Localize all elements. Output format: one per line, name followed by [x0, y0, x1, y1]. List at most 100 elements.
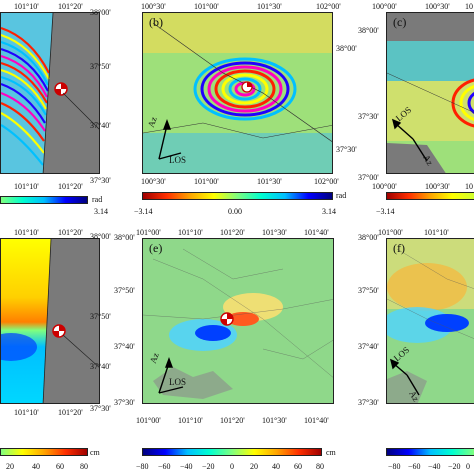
a-right-tick-3: 37°40'	[90, 121, 111, 130]
c-bottom-tick-3: 10	[465, 182, 473, 191]
d-right-tick-3: 37°40'	[90, 362, 111, 371]
b-colorbar-tick-1: −3.14	[134, 207, 153, 216]
f-los-arrows	[389, 358, 420, 396]
c-left-tick-3: 37°00'	[358, 173, 379, 182]
b-top-tick-4: 102°00'	[316, 2, 341, 11]
e-bottom-tick-4: 101°30'	[262, 416, 287, 425]
b-right-tick-1: 38°00'	[336, 44, 357, 53]
d-colorbar-tick-2: 40	[32, 462, 40, 471]
d-colorbar	[0, 448, 88, 456]
d-bottom-tick-1: 101°10'	[14, 408, 39, 417]
panel-a-interferogram	[0, 12, 100, 174]
e-bottom-tick-1: 101°00'	[136, 416, 161, 425]
f-left-tick-4: 37°30'	[358, 398, 379, 407]
b-bottom-tick-3: 101°30'	[257, 177, 282, 186]
b-bottom-tick-2: 101°00'	[194, 177, 219, 186]
e-colorbar-tick-2: −60	[158, 462, 171, 471]
d-right-tick-2: 37°50'	[90, 312, 111, 321]
e-colorbar-tick-9: 80	[316, 462, 324, 471]
e-colorbar-tick-4: −20	[202, 462, 215, 471]
e-colorbar-tick-7: 40	[272, 462, 280, 471]
e-left-tick-1: 38°00'	[114, 233, 135, 242]
e-colorbar-tick-6: 20	[250, 462, 258, 471]
b-colorbar-unit: rad	[336, 191, 347, 200]
b-top-tick-1: 100°30'	[141, 2, 166, 11]
b-colorbar-tick-3: 3.14	[322, 207, 336, 216]
b-top-tick-3: 101°30'	[257, 2, 282, 11]
panel-b-interferogram: (b) Az LOS	[142, 12, 333, 174]
e-bottom-tick-3: 101°20'	[220, 416, 245, 425]
c-los-arrows	[391, 118, 428, 162]
f-panel-label: (f)	[393, 241, 405, 255]
panel-b-image	[143, 13, 332, 173]
e-top-tick-2: 101°10'	[178, 228, 203, 237]
b-los-arrows	[158, 119, 182, 160]
c-left-tick-1: 38°00'	[358, 26, 379, 35]
d-top-tick-2: 101°20'	[58, 228, 83, 237]
e-top-tick-1: 101°00'	[136, 228, 161, 237]
e-colorbar-tick-1: −80	[136, 462, 149, 471]
a-colorbar-unit: rad	[92, 195, 103, 204]
e-left-tick-3: 37°40'	[114, 342, 135, 351]
a-right-tick-2: 37°50'	[90, 62, 111, 71]
c-top-tick-1: 100°00'	[372, 2, 397, 11]
e-top-tick-5: 101°40'	[304, 228, 329, 237]
b-los-label: LOS	[169, 155, 187, 165]
a-bottom-tick-1: 101°10'	[14, 182, 39, 191]
e-left-tick-2: 37°50'	[114, 286, 135, 295]
d-top-tick-1: 101°10'	[14, 228, 39, 237]
c-colorbar	[386, 192, 474, 200]
panel-d-image	[1, 239, 99, 403]
f-left-tick-3: 37°40'	[358, 342, 379, 351]
c-panel-label: (c)	[393, 15, 407, 29]
d-colorbar-tick-4: 80	[80, 462, 88, 471]
b-bottom-tick-4: 102°00'	[314, 177, 339, 186]
f-colorbar-tick-2: −60	[408, 462, 421, 471]
d-right-tick-4: 37°30'	[90, 404, 111, 413]
c-colorbar-tick-1: −3.14	[376, 207, 395, 216]
panel-c-interferogram: (c) LOS Az	[386, 12, 474, 174]
e-top-tick-4: 101°30'	[262, 228, 287, 237]
d-colorbar-unit: cm	[90, 448, 100, 457]
f-colorbar-tick-4: −20	[448, 462, 461, 471]
c-top-tick-2: 100°30'	[425, 2, 450, 11]
b-right-tick-2: 37°30'	[336, 145, 357, 154]
d-right-tick-1: 38°00'	[90, 232, 111, 241]
a-colorbar-tick: 3.14	[94, 207, 108, 216]
e-bottom-tick-2: 101°10'	[178, 416, 203, 425]
b-colorbar	[142, 192, 333, 200]
e-los-arrows	[158, 357, 184, 394]
d-colorbar-tick-1: 20	[6, 462, 14, 471]
f-top-tick-1: 101°00'	[378, 228, 403, 237]
e-colorbar-unit: cm	[326, 448, 336, 457]
e-colorbar-tick-5: 0	[230, 462, 234, 471]
a-top-tick-1: 101°10'	[14, 2, 39, 11]
f-top-tick-2: 101°10'	[424, 228, 449, 237]
c-bottom-tick-1: 100°00'	[372, 182, 397, 191]
b-bottom-tick-1: 100°30'	[141, 177, 166, 186]
e-bottom-tick-5: 101°40'	[304, 416, 329, 425]
e-panel-label: (e)	[149, 241, 163, 255]
f-left-tick-2: 37°50'	[358, 286, 379, 295]
f-colorbar-tick-1: −80	[388, 462, 401, 471]
a-right-tick-1: 38°00'	[90, 8, 111, 17]
f-colorbar	[386, 448, 474, 456]
c-top-tick-3: 10	[465, 2, 473, 11]
panel-f-displacement: (f) LOS Az	[386, 238, 474, 404]
panel-e-displacement: (e) Az LOS	[142, 238, 334, 404]
d-bottom-tick-2: 101°20'	[58, 408, 83, 417]
panel-f-image	[387, 239, 474, 403]
e-colorbar	[142, 448, 322, 456]
panel-d-displacement	[0, 238, 100, 404]
f-colorbar-tick-3: −40	[428, 462, 441, 471]
e-left-tick-4: 37°30'	[114, 398, 135, 407]
a-bottom-tick-2: 101°20'	[58, 182, 83, 191]
a-top-tick-2: 101°20'	[58, 2, 83, 11]
c-bottom-tick-2: 100°30'	[425, 182, 450, 191]
e-colorbar-tick-8: 60	[294, 462, 302, 471]
b-colorbar-tick-2: 0.00	[228, 207, 242, 216]
c-left-tick-2: 37°30'	[358, 112, 379, 121]
e-los-label: LOS	[169, 377, 187, 387]
f-left-tick-1: 38°00'	[358, 233, 379, 242]
a-colorbar	[0, 196, 88, 204]
